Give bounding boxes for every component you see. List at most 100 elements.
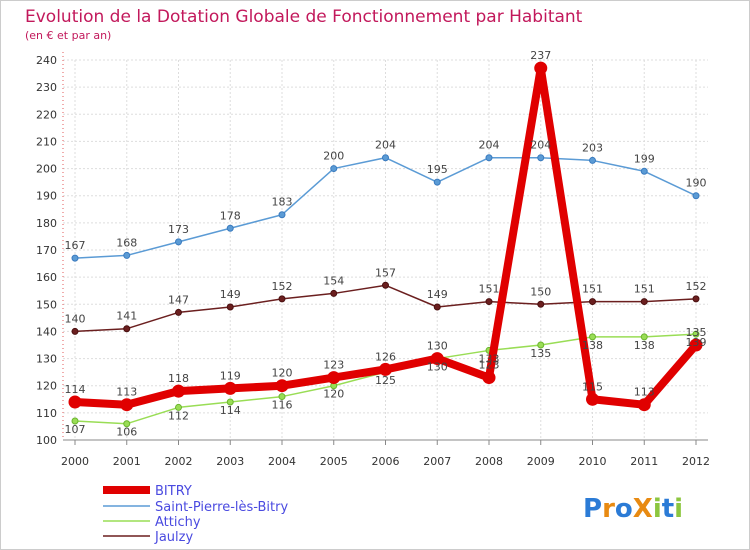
data-label: 138 [582,339,603,352]
x-tick-label: 2010 [579,455,607,468]
data-point [223,381,237,395]
x-tick-label: 2000 [61,455,89,468]
data-point [637,398,651,412]
axes: 100 110 120 130 140 150 160 170 180 190 200 210 220 2… [36,52,710,468]
data-label: 204 [479,139,500,152]
chart-subtitle: (en € et par an) [25,29,111,42]
y-tick-label: 130 [36,353,57,366]
data-label: 203 [582,141,603,154]
x-tick-label: 2006 [372,455,400,468]
y-tick-label: 220 [36,108,57,121]
data-label: 106 [116,426,137,439]
y-tick-label: 170 [36,244,57,257]
series-layer [68,61,703,428]
data-point [71,327,79,335]
data-label: 149 [427,288,448,301]
data-label: 168 [116,236,137,249]
data-label: 135 [686,326,707,339]
y-tick-label: 100 [36,434,57,447]
legend-label: Saint-Pierre-lès-Bitry [155,500,288,515]
data-point [692,330,700,338]
y-tick-label: 190 [36,190,57,203]
data-label: 139 [686,336,707,349]
data-label: 152 [272,280,293,293]
data-label: 114 [220,404,241,417]
data-point [430,352,444,366]
data-label: 237 [530,49,551,62]
data-label: 204 [375,139,396,152]
data-label: 204 [530,139,551,152]
data-point [485,298,493,306]
y-tick-label: 230 [36,81,57,94]
data-point [433,178,441,186]
data-point [689,338,703,352]
x-tick-label: 2009 [527,455,555,468]
data-label: 151 [582,283,603,296]
x-tick-label: 2005 [320,455,348,468]
data-label: 126 [375,350,396,363]
data-point [379,362,392,376]
data-point [537,154,545,162]
data-label: 152 [686,280,707,293]
y-tick-label: 110 [36,407,57,420]
data-point [123,420,131,428]
data-point [382,281,389,289]
data-label: 114 [65,383,86,396]
data-label: 112 [168,409,189,422]
data-label: 178 [220,209,241,222]
data-point [278,393,286,401]
data-label: 130 [427,361,448,374]
y-tick-label: 210 [36,135,57,148]
data-label: 149 [220,288,241,301]
data-point [175,403,182,411]
data-label: 115 [582,380,603,393]
logo-letter: X [633,494,653,524]
data-label: 107 [65,423,86,436]
data-point [71,417,79,425]
data-label: 133 [479,352,500,365]
data-label: 141 [116,310,137,323]
data-point [537,300,545,308]
data-point [278,295,286,303]
data-point [589,156,596,164]
data-label: 173 [168,223,189,236]
data-point [433,303,441,311]
data-label: 140 [65,312,86,325]
data-label: 123 [479,359,500,372]
data-point [537,341,545,349]
data-point [175,308,182,316]
x-tick-label: 2002 [165,455,193,468]
data-point [68,395,82,409]
x-tick-label: 2008 [475,455,503,468]
data-point [172,384,185,398]
data-label: 118 [168,372,189,385]
data-label: 130 [427,340,448,353]
data-point [275,379,289,393]
data-point [640,333,648,341]
x-tick-label: 2007 [423,455,451,468]
data-label: 157 [375,266,396,279]
data-point [692,295,700,303]
data-label: 151 [479,283,500,296]
data-point [534,61,548,75]
data-label: 195 [427,163,448,176]
y-tick-label: 160 [36,271,57,284]
data-label: 199 [634,152,655,165]
x-tick-label: 2001 [113,455,141,468]
data-label: 138 [634,339,655,352]
logo-letter: r [602,494,615,524]
data-label: 167 [65,239,86,252]
y-tick-label: 180 [36,217,57,230]
data-label: 113 [116,386,137,399]
data-label: 150 [530,285,551,298]
data-point [123,251,131,259]
x-tick-label: 2011 [630,455,658,468]
data-point [382,154,389,162]
data-point [278,211,286,219]
data-point [175,238,182,246]
data-label: 116 [272,399,293,412]
chart-title: Evolution de la Dotation Globale de Fonc… [25,7,583,27]
x-tick-label: 2003 [216,455,244,468]
